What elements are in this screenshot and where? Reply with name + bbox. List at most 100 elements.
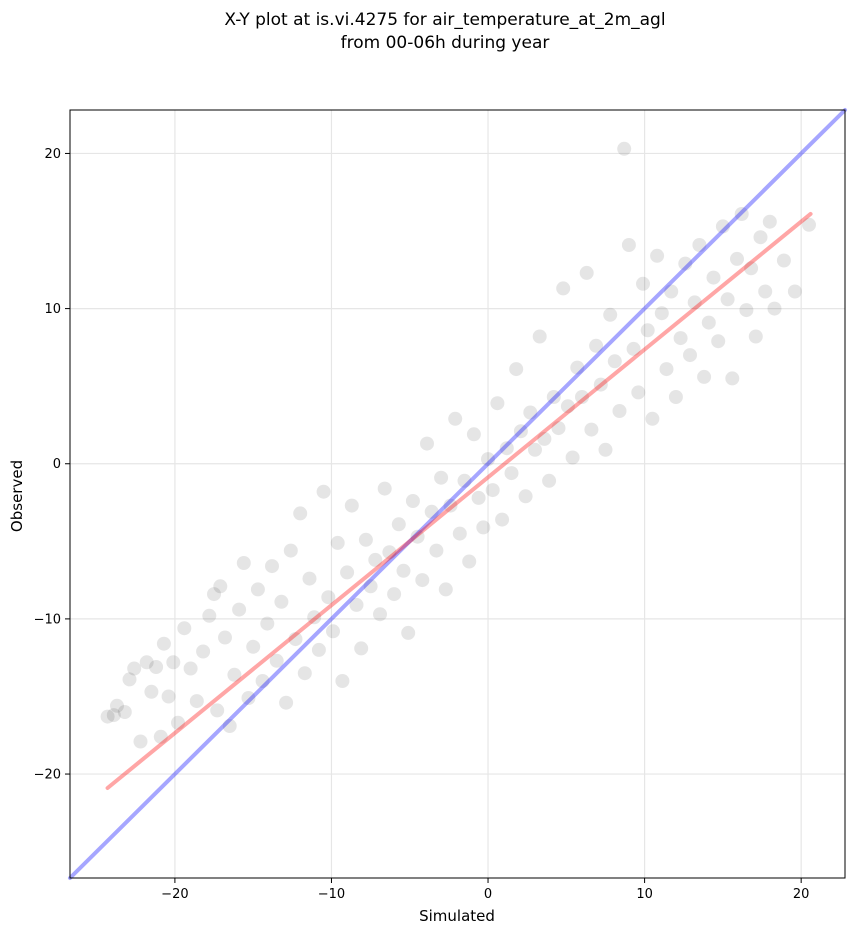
data-point	[396, 563, 411, 578]
data-point	[523, 405, 538, 420]
data-point	[189, 694, 204, 709]
data-point	[504, 466, 519, 481]
data-point	[490, 396, 505, 411]
data-point	[349, 597, 364, 612]
data-point	[513, 424, 528, 439]
data-point	[144, 684, 159, 699]
data-point	[802, 217, 816, 232]
data-point	[171, 715, 185, 730]
data-point	[344, 498, 359, 513]
data-point	[748, 329, 763, 344]
data-point	[636, 276, 650, 291]
x-tick-label: 0	[484, 887, 492, 902]
data-point	[202, 608, 217, 623]
data-point	[668, 390, 683, 404]
x-tick-label: 20	[793, 887, 810, 902]
data-point	[410, 529, 425, 544]
data-point	[117, 705, 132, 719]
plot-frame	[69, 109, 846, 879]
data-point	[715, 219, 730, 234]
data-point	[673, 331, 688, 346]
data-point	[762, 214, 777, 229]
data-point	[744, 261, 759, 276]
data-point	[127, 661, 142, 676]
data-point	[542, 473, 557, 488]
x-tick-label: 10	[636, 887, 653, 902]
data-point	[424, 504, 439, 519]
data-point	[767, 301, 782, 316]
axis-ticks: −20 −10 0 10 20 −20 −10 0 10 20	[34, 147, 810, 902]
data-point	[495, 512, 510, 527]
chart-title-line2: from 00-06h during year	[341, 33, 550, 53]
data-point	[509, 362, 524, 377]
data-point	[236, 556, 251, 570]
regression-lines	[68, 108, 847, 880]
data-point	[183, 661, 198, 676]
data-point	[241, 691, 256, 705]
data-point	[443, 498, 458, 513]
data-point	[438, 582, 453, 597]
data-point	[391, 517, 406, 532]
data-point	[462, 554, 477, 569]
data-point	[551, 421, 566, 436]
data-point	[471, 490, 486, 505]
data-point	[607, 354, 622, 369]
data-point	[255, 674, 270, 688]
data-point	[476, 520, 491, 535]
data-point	[575, 390, 589, 404]
data-point	[363, 579, 378, 594]
data-point	[584, 422, 599, 437]
x-axis-label: Simulated	[419, 907, 495, 925]
data-point	[730, 251, 744, 266]
identity-line	[68, 108, 847, 880]
data-point	[621, 238, 636, 252]
data-point	[288, 632, 303, 647]
data-point	[429, 543, 444, 558]
data-point	[307, 610, 322, 625]
data-point	[640, 323, 655, 338]
data-point	[654, 306, 669, 321]
data-point	[401, 625, 416, 640]
data-point	[279, 695, 294, 710]
data-point	[725, 371, 740, 386]
data-point	[122, 672, 137, 687]
x-tick-label: −20	[161, 887, 188, 902]
data-point	[518, 489, 533, 504]
data-point	[739, 303, 754, 318]
data-point	[387, 587, 402, 602]
data-point	[246, 639, 261, 654]
data-point	[499, 441, 514, 456]
data-point	[297, 666, 312, 681]
data-point	[466, 427, 481, 442]
y-axis-label: Observed	[8, 460, 26, 532]
data-point	[697, 369, 712, 384]
data-point	[302, 571, 317, 586]
y-tick-label: 0	[53, 457, 61, 472]
y-tick-label: 10	[44, 302, 61, 317]
data-point	[260, 616, 275, 631]
data-point	[177, 621, 192, 636]
scatter-points	[100, 141, 816, 749]
data-point	[532, 329, 547, 344]
data-point	[787, 284, 802, 299]
data-point	[106, 708, 121, 723]
data-point	[776, 253, 791, 268]
data-point	[222, 719, 237, 733]
data-point	[311, 642, 326, 657]
data-point	[579, 265, 594, 280]
regression-fit-line	[105, 211, 813, 791]
data-point	[149, 660, 164, 674]
data-point	[100, 709, 115, 724]
data-point	[659, 362, 674, 377]
data-point	[196, 644, 211, 659]
data-point	[218, 630, 232, 645]
data-point	[330, 535, 345, 550]
data-point	[537, 431, 552, 446]
data-point	[133, 734, 148, 749]
data-point	[706, 270, 721, 285]
grid-lines	[70, 110, 845, 878]
data-point	[335, 674, 350, 688]
data-point	[528, 442, 542, 457]
data-point	[481, 452, 495, 467]
data-point	[711, 334, 726, 349]
